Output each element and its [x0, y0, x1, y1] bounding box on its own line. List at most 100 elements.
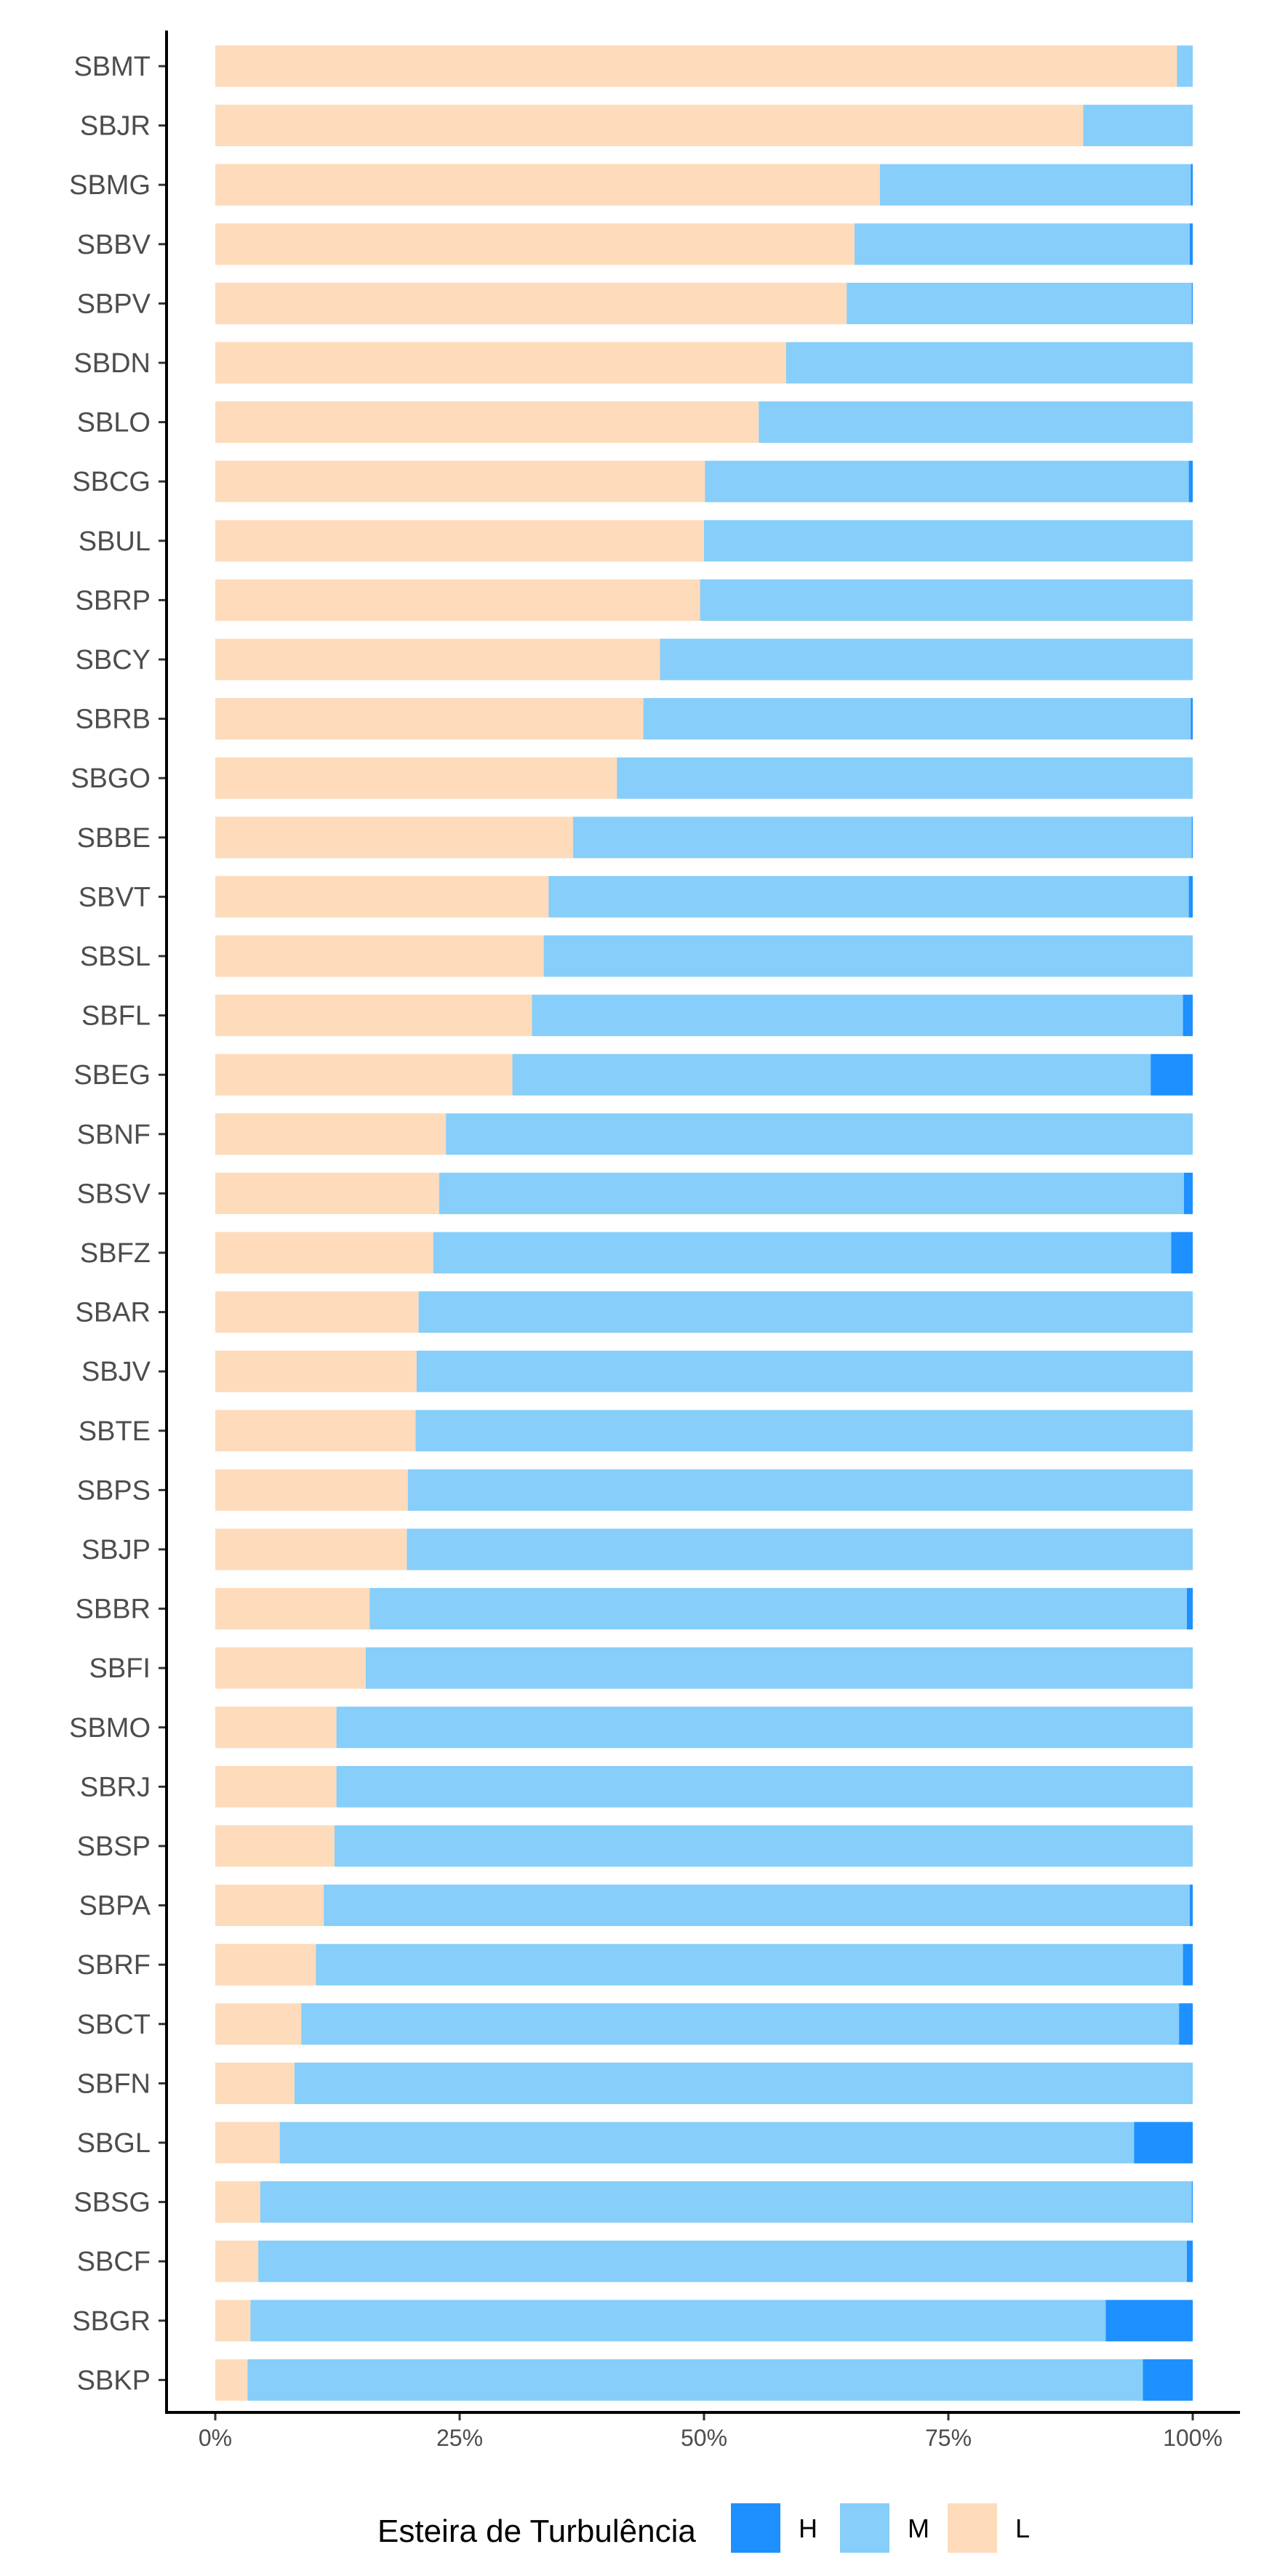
- y-tick-label: SBDN: [73, 348, 151, 379]
- y-tick-label: SBVT: [79, 882, 151, 912]
- legend-key-l: [948, 2503, 997, 2553]
- bar-sbeg-m: [512, 1054, 1151, 1096]
- bar-sbar-l: [215, 1291, 419, 1333]
- bar-sbmo-m: [336, 1706, 1193, 1749]
- legend-key-h: [731, 2503, 780, 2553]
- bar-sbsv-l: [215, 1172, 439, 1214]
- y-tick-label: SBSL: [80, 942, 151, 972]
- bar-sbcg-h: [1188, 460, 1193, 502]
- y-tick-label: SBCF: [77, 2247, 151, 2277]
- bar-sbmg-l: [215, 164, 880, 206]
- bars-layer: [215, 45, 1193, 2401]
- bar-sbrf-h: [1183, 1943, 1193, 1986]
- y-tick-label: SBBR: [76, 1594, 151, 1625]
- bar-sbvt-m: [548, 875, 1189, 918]
- y-tick-label: SBFL: [81, 1001, 151, 1032]
- bar-sbvt-l: [215, 875, 549, 918]
- bar-sbjp-l: [215, 1528, 407, 1570]
- y-tick-label: SBSP: [77, 1831, 151, 1862]
- bar-sbcf-h: [1186, 2240, 1193, 2282]
- bar-sbmo-l: [215, 1706, 337, 1749]
- bar-sbfi-m: [365, 1647, 1193, 1689]
- bar-sbmg-h: [1191, 164, 1193, 206]
- y-tick-label: SBFZ: [80, 1238, 151, 1269]
- y-tick-label: SBSG: [73, 2188, 151, 2218]
- bar-sbct-h: [1179, 2003, 1193, 2045]
- bar-sbte-l: [215, 1410, 416, 1452]
- bar-sbul-l: [215, 520, 704, 562]
- bar-sbdn-m: [785, 342, 1193, 384]
- bar-sbfz-l: [215, 1232, 433, 1274]
- y-tick-label: SBMG: [69, 170, 151, 201]
- bar-sbct-m: [301, 2003, 1180, 2045]
- y-tick-label: SBUL: [79, 526, 151, 557]
- y-tick-label: SBCT: [77, 2010, 151, 2040]
- bar-sbrb-m: [643, 698, 1191, 740]
- x-tick-label: 100%: [1163, 2425, 1223, 2451]
- y-tick-label: SBFI: [89, 1653, 151, 1684]
- y-tick-label: SBEG: [73, 1060, 151, 1091]
- bar-sbcy-l: [215, 638, 660, 681]
- bar-sbeg-l: [215, 1054, 513, 1096]
- bar-sbbv-h: [1189, 223, 1193, 265]
- y-tick-label: SBPS: [77, 1475, 151, 1506]
- legend: Esteira de Turbulência H M L: [377, 2503, 1030, 2553]
- legend-title: Esteira de Turbulência: [377, 2513, 696, 2549]
- y-tick-label: SBBV: [77, 230, 151, 260]
- bar-sbsg-m: [260, 2181, 1192, 2223]
- bar-sbgr-m: [250, 2300, 1106, 2342]
- y-tick-label: SBMO: [69, 1713, 151, 1744]
- bar-sbpa-l: [215, 1885, 324, 1927]
- bar-sbsg-h: [1191, 2181, 1193, 2223]
- bar-sbcg-m: [705, 460, 1189, 502]
- y-tick-label: SBFN: [77, 2069, 151, 2099]
- bar-sbsl-m: [543, 935, 1193, 977]
- y-tick-label: SBGR: [72, 2306, 151, 2337]
- bar-sbgr-h: [1105, 2300, 1193, 2342]
- x-tick-label: 0%: [199, 2425, 232, 2451]
- bar-sbsv-h: [1183, 1172, 1193, 1214]
- bar-sbcg-l: [215, 460, 705, 502]
- bar-sbar-m: [418, 1291, 1193, 1333]
- bar-sbvt-h: [1188, 875, 1193, 918]
- bar-sbkp-h: [1143, 2359, 1193, 2401]
- bar-sbrb-h: [1191, 698, 1193, 740]
- bar-sbfn-l: [215, 2062, 295, 2104]
- y-tick-label: SBRP: [76, 585, 151, 616]
- y-tick-label: SBAR: [76, 1298, 151, 1328]
- bar-sbmt-l: [215, 45, 1177, 87]
- bar-sbnf-l: [215, 1113, 447, 1155]
- bar-sbkp-m: [247, 2359, 1143, 2401]
- x-tick-label: 25%: [436, 2425, 483, 2451]
- bar-sbcf-l: [215, 2240, 259, 2282]
- bar-sbjp-m: [407, 1528, 1193, 1570]
- bar-sbgl-m: [279, 2122, 1135, 2164]
- x-axis-ticks: 0% 25% 50% 75% 100%: [199, 2412, 1223, 2451]
- y-tick-label: SBGL: [77, 2128, 151, 2159]
- bar-sbsl-l: [215, 935, 544, 977]
- bar-sbgl-h: [1134, 2122, 1193, 2164]
- bar-sbpv-l: [215, 282, 847, 324]
- y-tick-label: SBTE: [79, 1416, 151, 1447]
- bar-sbpa-h: [1189, 1885, 1193, 1927]
- bar-sbsp-m: [334, 1825, 1193, 1867]
- bar-sbbr-m: [369, 1588, 1187, 1630]
- bar-sblo-m: [759, 401, 1193, 444]
- bar-sbrj-m: [336, 1765, 1193, 1807]
- bar-sbbe-h: [1191, 816, 1193, 859]
- bar-sbbv-m: [854, 223, 1190, 265]
- bar-sbfn-m: [294, 2062, 1193, 2104]
- bar-sbte-m: [415, 1410, 1193, 1452]
- y-tick-label: SBRF: [77, 1950, 151, 1981]
- bar-sbsv-m: [439, 1172, 1184, 1214]
- bar-sbrf-l: [215, 1943, 316, 1986]
- y-tick-label: SBLO: [77, 408, 151, 438]
- bar-sbct-l: [215, 2003, 302, 2045]
- bar-sbrf-m: [316, 1943, 1183, 1986]
- bar-sbgl-l: [215, 2122, 280, 2164]
- bar-sbsp-l: [215, 1825, 335, 1867]
- y-tick-label: SBKP: [77, 2365, 151, 2396]
- bar-sbfl-l: [215, 995, 532, 1037]
- bar-sbbr-h: [1186, 1588, 1193, 1630]
